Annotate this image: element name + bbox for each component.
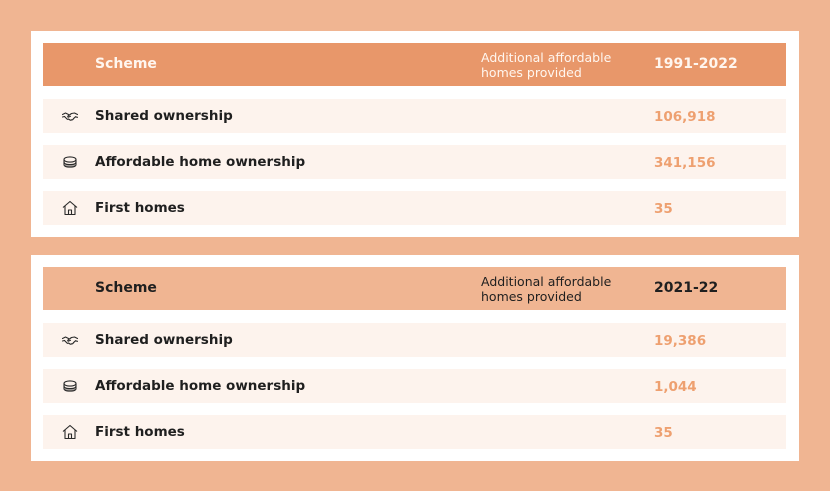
header-scheme: Scheme: [95, 56, 157, 72]
coins-icon: [61, 153, 79, 171]
homes-value: 1,044: [654, 379, 697, 395]
table-row-shared-ownership: Shared ownership 106,918: [43, 99, 786, 133]
scheme-name: Affordable home ownership: [95, 154, 306, 170]
scheme-table-2021-22: Scheme Additional affordable homes provi…: [31, 255, 799, 461]
scheme-name: First homes: [95, 424, 185, 440]
header-period: 2021-22: [654, 280, 719, 296]
scheme-name: First homes: [95, 200, 185, 216]
header-period: 1991-2022: [654, 56, 738, 72]
homes-value: 19,386: [654, 333, 707, 349]
handshake-icon: [61, 107, 79, 125]
table-row-affordable-home-ownership: Affordable home ownership 341,156: [43, 145, 786, 179]
homes-value: 35: [654, 201, 673, 217]
header-scheme: Scheme: [95, 280, 157, 296]
homes-value: 341,156: [654, 155, 716, 171]
scheme-table-1991-2022: Scheme Additional affordable homes provi…: [31, 31, 799, 237]
table-row-shared-ownership: Shared ownership 19,386: [43, 323, 786, 357]
homes-value: 106,918: [654, 109, 716, 125]
scheme-name: Shared ownership: [95, 108, 233, 124]
table-row-affordable-home-ownership: Affordable home ownership 1,044: [43, 369, 786, 403]
header-additional-homes: Additional affordable homes provided: [481, 274, 612, 304]
house-icon: [61, 423, 79, 441]
table-header: Scheme Additional affordable homes provi…: [43, 267, 786, 310]
scheme-name: Shared ownership: [95, 332, 233, 348]
scheme-name: Affordable home ownership: [95, 378, 306, 394]
homes-value: 35: [654, 425, 673, 441]
house-icon: [61, 199, 79, 217]
table-row-first-homes: First homes 35: [43, 191, 786, 225]
coins-icon: [61, 377, 79, 395]
table-row-first-homes: First homes 35: [43, 415, 786, 449]
table-header: Scheme Additional affordable homes provi…: [43, 43, 786, 86]
header-additional-homes: Additional affordable homes provided: [481, 50, 612, 80]
handshake-icon: [61, 331, 79, 349]
